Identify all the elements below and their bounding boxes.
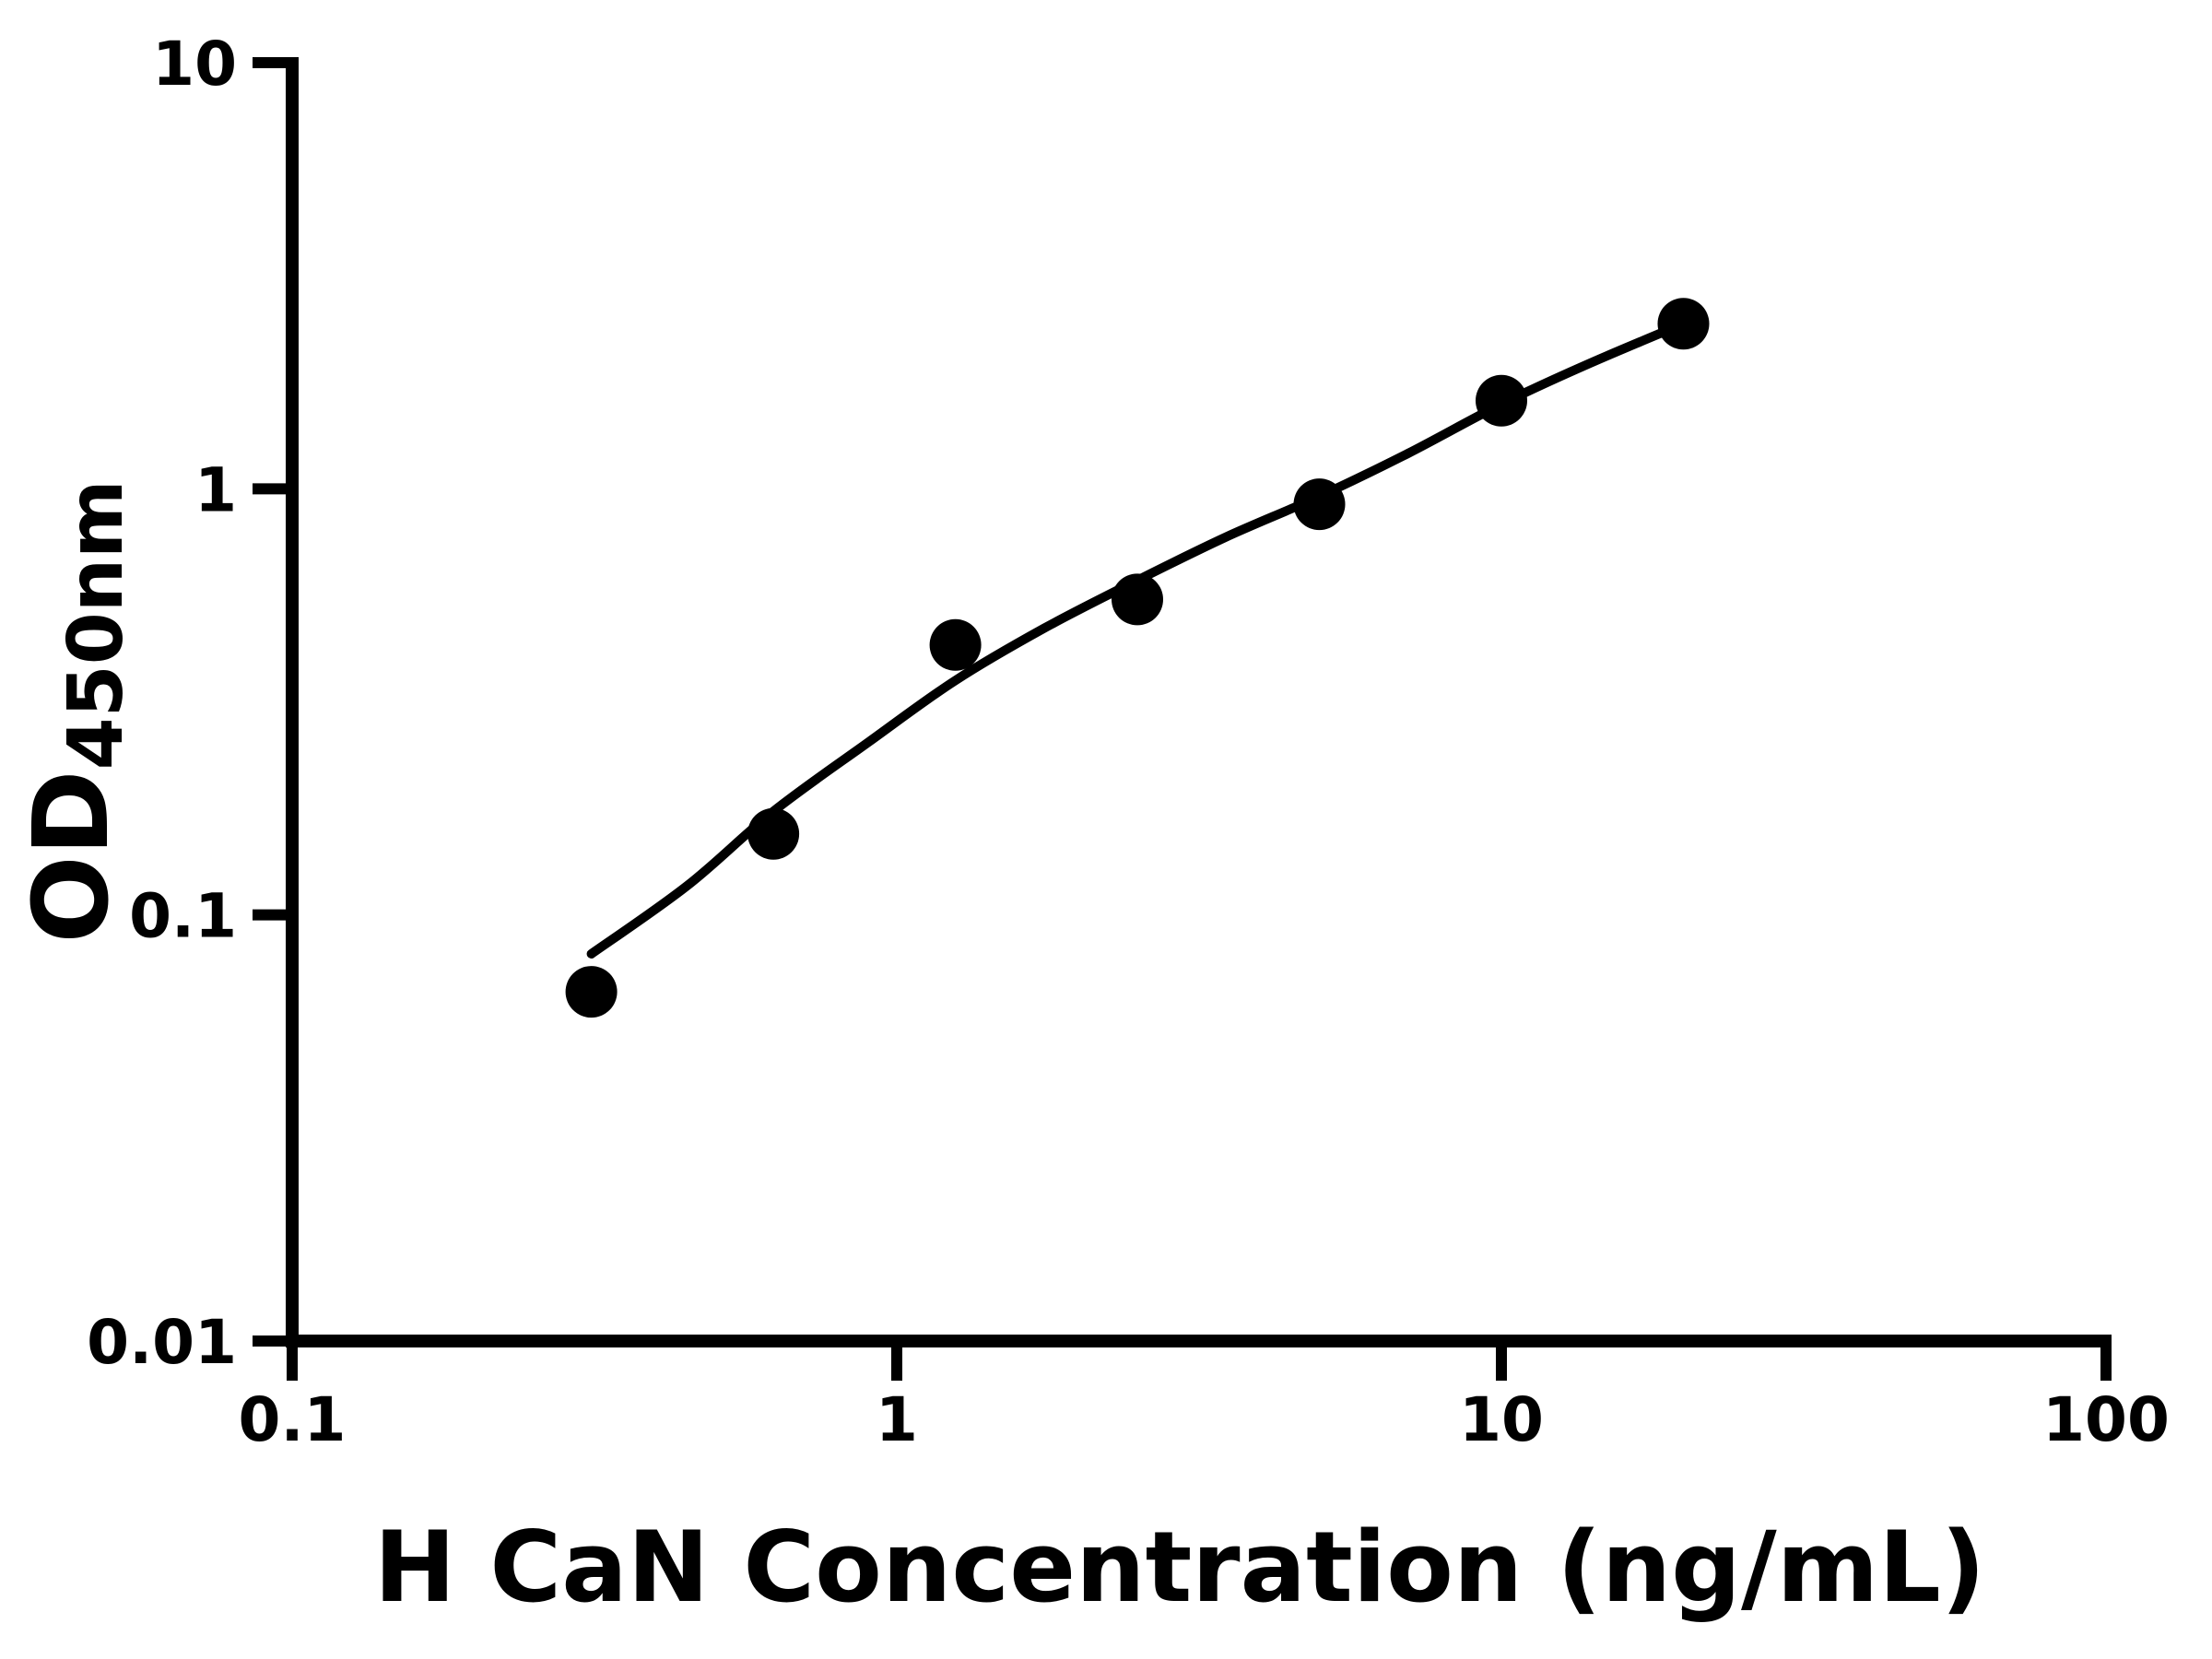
x-tick-label: 0.1 — [239, 1384, 347, 1455]
data-point — [565, 966, 618, 1018]
axis-lines — [286, 57, 2112, 1347]
y-tick-label: 0.01 — [87, 1307, 237, 1378]
y-tick-label: 0.1 — [129, 881, 237, 952]
data-point — [1293, 478, 1346, 531]
y-axis-title-base: OD — [12, 770, 132, 943]
data-point — [929, 618, 982, 671]
x-tick-label: 100 — [2042, 1384, 2170, 1455]
x-tick-label: 1 — [876, 1384, 918, 1455]
y-tick-label: 1 — [194, 454, 237, 525]
x-axis-title: H CaN Concentration (ng/mL) — [374, 1511, 1985, 1624]
y-tick-label: 10 — [152, 29, 237, 100]
y-axis-title-subscript: 450nm — [53, 479, 140, 770]
x-tick-label: 10 — [1459, 1384, 1544, 1455]
data-point — [1657, 298, 1710, 350]
data-point — [747, 807, 800, 860]
y-axis-title: OD450nm — [12, 479, 140, 943]
data-points — [565, 298, 1710, 1018]
data-point — [1112, 573, 1163, 626]
data-point — [1476, 374, 1527, 427]
